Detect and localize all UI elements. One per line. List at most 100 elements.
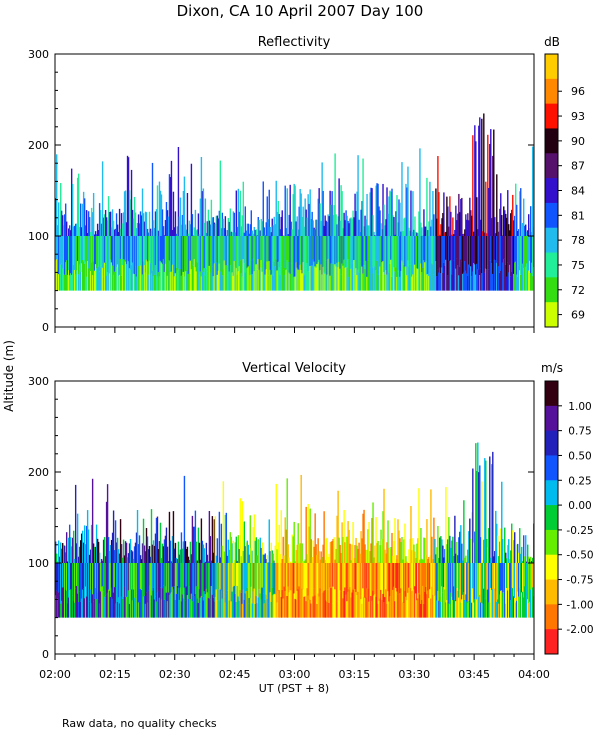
data-cell [451, 596, 453, 618]
data-cell [102, 563, 105, 592]
data-cell [312, 259, 314, 291]
data-cell [191, 515, 194, 563]
data-cell [85, 236, 88, 277]
data-cell [139, 588, 142, 618]
data-cell [278, 267, 280, 291]
data-cell [337, 236, 339, 268]
data-cell [512, 194, 514, 236]
data-cell [423, 537, 425, 563]
data-cell [313, 546, 315, 563]
data-cell [330, 541, 332, 563]
data-cell [343, 510, 345, 563]
data-cell [313, 588, 315, 618]
data-cell [277, 542, 279, 563]
data-cell [510, 600, 512, 618]
data-cell [305, 506, 307, 563]
x-tick-label: 02:00 [39, 668, 71, 681]
data-cell [68, 225, 71, 236]
data-cell [393, 563, 395, 587]
x-tick-label: 02:30 [159, 668, 191, 681]
data-cell [403, 539, 405, 563]
data-cell [491, 464, 493, 563]
data-cell [484, 563, 486, 599]
data-cell [100, 558, 103, 563]
data-cell [264, 274, 266, 291]
x-tick-label: 03:45 [458, 668, 490, 681]
data-cell [160, 599, 163, 618]
data-cell [346, 215, 348, 236]
data-cell [265, 559, 267, 563]
data-cell [348, 563, 350, 590]
data-cell [243, 232, 246, 236]
data-cell [363, 226, 365, 236]
data-cell [487, 236, 489, 266]
data-cell [251, 563, 253, 604]
data-cell [384, 597, 386, 618]
data-cell [396, 591, 398, 618]
data-cell [281, 236, 283, 264]
data-cell [218, 236, 221, 264]
data-cell [472, 271, 474, 291]
data-cell [170, 592, 173, 618]
data-cell [387, 236, 389, 269]
data-cell [280, 596, 282, 618]
data-cell [426, 563, 428, 595]
data-cell [244, 546, 246, 563]
data-cell [313, 563, 315, 589]
data-cell [158, 276, 161, 291]
data-cell [359, 595, 361, 618]
data-cell [318, 259, 320, 291]
data-cell [207, 236, 210, 267]
data-cell [267, 236, 269, 276]
data-cell [405, 556, 407, 563]
data-cell [84, 544, 87, 563]
data-cell [268, 236, 270, 262]
data-cell [328, 274, 330, 291]
data-cell [146, 536, 149, 563]
data-cell [361, 236, 363, 267]
data-cell [323, 236, 325, 273]
data-cell [100, 265, 103, 291]
data-cell [229, 596, 232, 618]
data-cell [396, 276, 398, 291]
data-cell [460, 525, 462, 563]
data-cell [459, 236, 461, 267]
data-cell [194, 267, 197, 291]
data-cell [473, 542, 475, 563]
data-cell [281, 263, 283, 291]
data-cell [190, 563, 193, 594]
data-cell [354, 545, 356, 563]
data-cell [408, 227, 410, 236]
data-cell [310, 266, 312, 291]
data-cell [449, 535, 451, 563]
data-cell [270, 232, 272, 236]
data-cell [445, 231, 447, 236]
data-cell [217, 563, 220, 590]
data-cell [306, 588, 308, 618]
data-cell [476, 263, 478, 291]
data-cell [279, 229, 281, 236]
data-cell [137, 236, 140, 267]
data-cell [153, 599, 156, 618]
data-cell [325, 236, 327, 261]
data-cell [293, 236, 295, 277]
data-cell [196, 563, 199, 599]
data-cell [105, 563, 108, 595]
data-cell [517, 230, 519, 236]
data-cell [412, 236, 414, 275]
data-cell [317, 262, 319, 291]
data-cell [355, 268, 357, 291]
data-cell [238, 563, 241, 601]
data-cell [198, 589, 201, 618]
data-cell [239, 498, 242, 563]
data-cell [343, 212, 345, 236]
data-cell [68, 275, 71, 291]
data-cell [296, 563, 298, 591]
data-cell [57, 202, 60, 236]
data-cell [429, 563, 431, 590]
x-tick-label: 03:15 [339, 668, 371, 681]
data-cell [127, 590, 130, 618]
data-cell [201, 191, 204, 236]
data-cell [175, 236, 178, 268]
data-cell [325, 538, 327, 563]
